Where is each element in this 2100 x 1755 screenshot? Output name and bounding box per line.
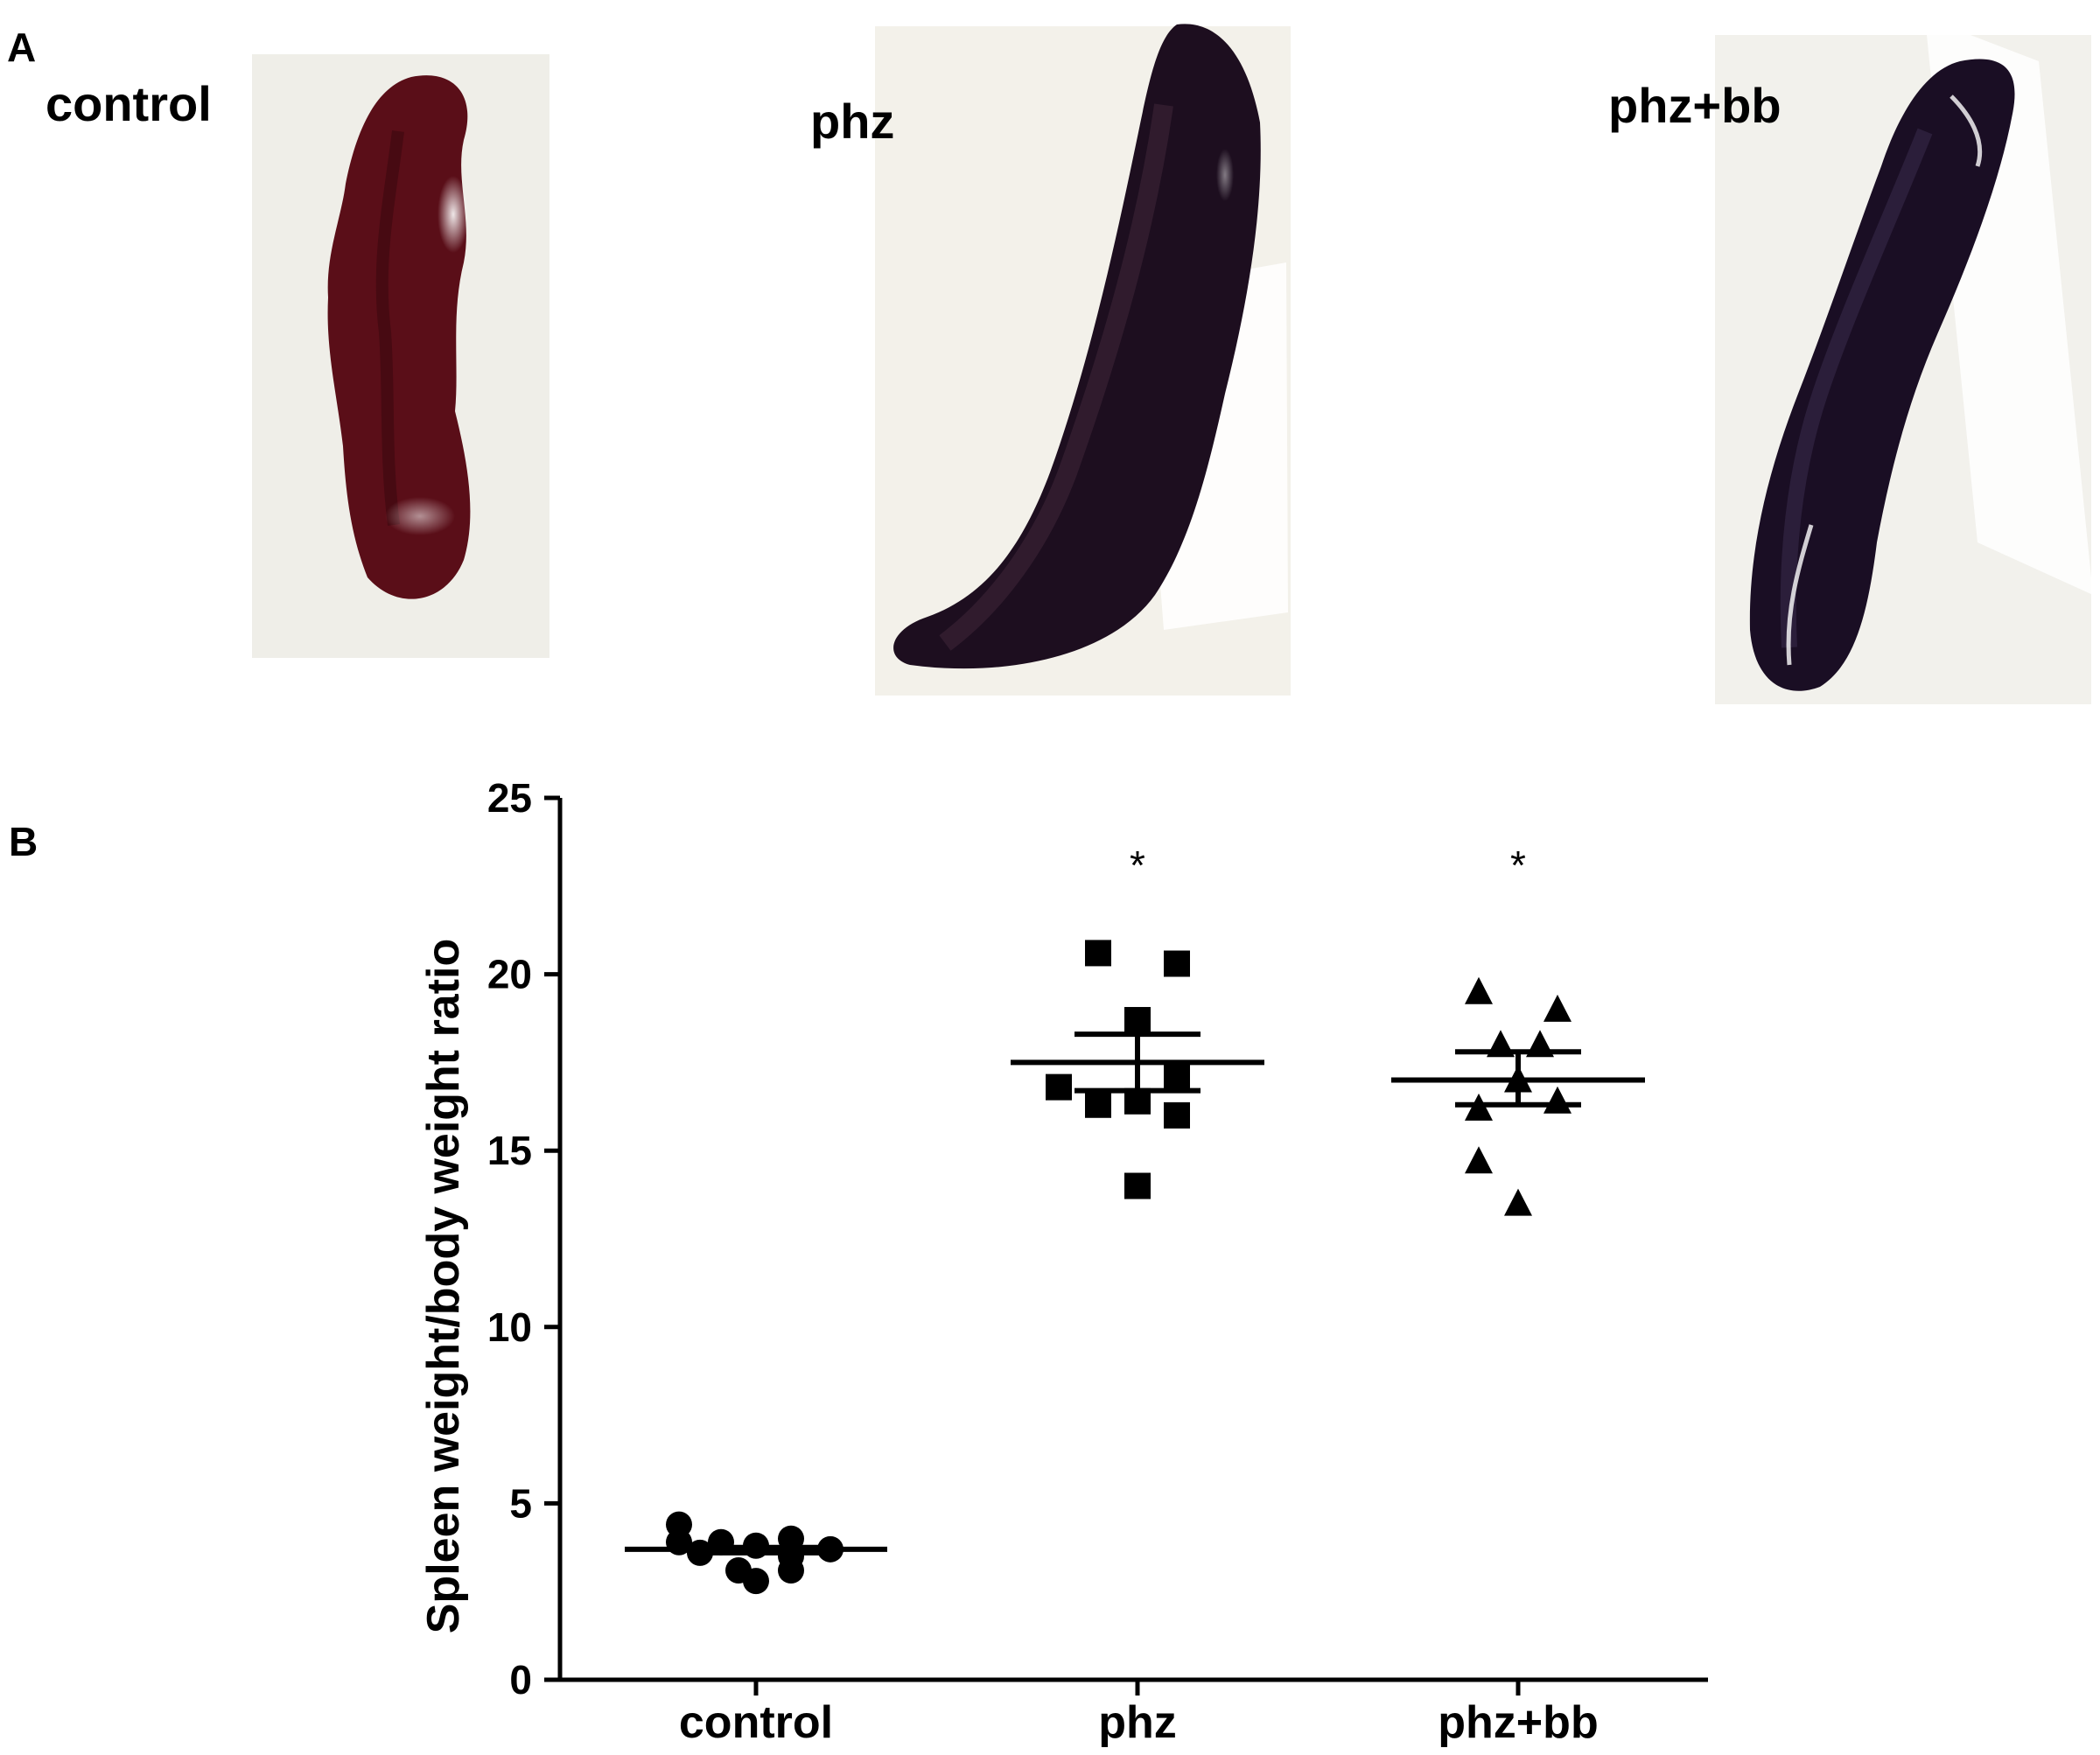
data-point-phzbb <box>1504 1188 1532 1216</box>
data-marks: * * <box>625 843 1645 1595</box>
spleen-control <box>327 75 471 599</box>
data-point-phz <box>1124 1007 1151 1034</box>
data-point-phz <box>1046 1073 1072 1101</box>
spleen-control-shine <box>438 176 469 253</box>
photo-phzbb <box>1715 17 2093 704</box>
significance-asterisk: * <box>1510 843 1526 888</box>
data-point-phz <box>1085 1091 1111 1118</box>
x-tick-label: control <box>679 1697 833 1748</box>
panel-b-letter: B <box>9 819 38 864</box>
x-tick-label: phz <box>1098 1697 1177 1748</box>
y-tick-label: 25 <box>487 775 532 821</box>
data-point-phzbb <box>1465 1146 1493 1174</box>
data-point-phz <box>1124 1172 1151 1199</box>
data-point-control <box>743 1568 769 1595</box>
data-point-phz <box>1085 940 1111 967</box>
photo-label-phzbb: phz+bb <box>1608 78 1782 133</box>
data-point-phzbb <box>1544 994 1572 1022</box>
y-tick-label: 0 <box>509 1657 532 1703</box>
data-point-control <box>778 1557 804 1584</box>
panel-a: A control phz phz+bb <box>7 17 2093 704</box>
y-ticks: 0 5 10 15 20 25 <box>487 775 560 1703</box>
panel-b: B Spleen weight/body weight ratio 0 5 10 15… <box>9 775 1708 1748</box>
spleen-control-shine-2 <box>385 497 455 535</box>
photo-label-phz: phz <box>810 94 894 149</box>
y-tick-label: 10 <box>487 1304 532 1350</box>
y-tick-label: 15 <box>487 1128 532 1173</box>
y-tick-label: 5 <box>509 1480 532 1526</box>
spleen-phz-ridge <box>939 103 1173 651</box>
spleen-control-groove <box>375 130 404 526</box>
data-point-phz <box>1164 1101 1190 1129</box>
panel-a-letter: A <box>7 24 36 70</box>
data-point-phzbb <box>1465 976 1493 1004</box>
photo-phz <box>875 24 1291 696</box>
photo-control <box>252 54 550 658</box>
y-axis-title: Spleen weight/body weight ratio <box>418 939 469 1634</box>
x-ticks: control phz phz+bb <box>679 1680 1599 1748</box>
spleen-phzbb-ridge <box>1780 128 1933 648</box>
data-point-phz <box>1164 950 1190 977</box>
data-point-phzbb <box>1544 1086 1572 1114</box>
photo-label-control: control <box>46 76 212 131</box>
y-tick-label: 20 <box>487 952 532 997</box>
significance-asterisk: * <box>1130 843 1145 888</box>
x-tick-label: phz+bb <box>1438 1697 1598 1748</box>
data-point-phz <box>1164 1063 1190 1090</box>
spleen-phz <box>893 24 1261 669</box>
spleen-phzbb-shine <box>1786 94 1983 666</box>
spleen-phzbb <box>1749 59 2015 691</box>
spleen-phz-shine <box>1216 149 1234 201</box>
